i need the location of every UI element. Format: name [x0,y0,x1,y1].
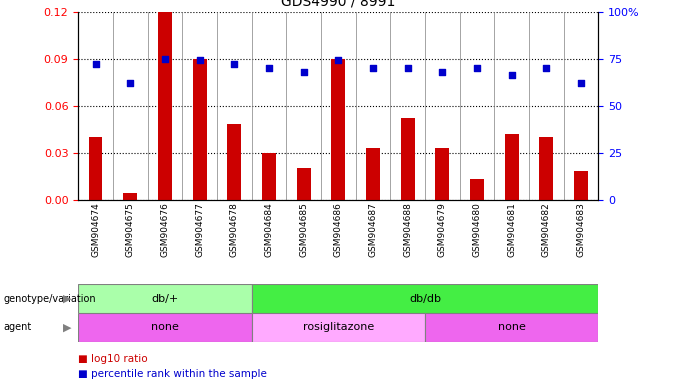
Text: ■ log10 ratio: ■ log10 ratio [78,354,148,364]
Text: ▶: ▶ [63,322,71,333]
Text: none: none [151,322,179,333]
Text: ■ percentile rank within the sample: ■ percentile rank within the sample [78,369,267,379]
Bar [252,313,425,342]
Bar [296,168,311,200]
Bar [574,172,588,200]
Bar [88,137,103,200]
Text: agent: agent [3,322,32,333]
Point [333,57,343,63]
Bar [401,118,415,200]
Point [159,55,170,61]
Point [471,65,482,71]
Point [228,61,239,67]
Bar [331,59,345,200]
Point [506,73,517,79]
Point [263,65,274,71]
Point [124,80,135,86]
Bar [252,284,598,313]
Text: ▶: ▶ [63,293,71,304]
Bar [227,124,241,200]
Bar [470,179,484,200]
Text: genotype/variation: genotype/variation [3,293,96,304]
Text: none: none [498,322,526,333]
Point [437,69,447,75]
Bar [262,152,276,200]
Text: db/+: db/+ [151,293,179,304]
Point [541,65,551,71]
Bar [78,313,252,342]
Bar [192,59,207,200]
Point [90,61,101,67]
Point [194,57,205,63]
Text: rosiglitazone: rosiglitazone [303,322,374,333]
Point [298,69,309,75]
Bar [158,12,172,200]
Title: GDS4990 / 8991: GDS4990 / 8991 [281,0,396,9]
Bar [505,134,519,200]
Point [367,65,378,71]
Bar [425,313,598,342]
Bar [366,148,380,200]
Bar [435,148,449,200]
Point [402,65,413,71]
Point [575,80,586,86]
Bar [123,194,137,200]
Bar [78,284,252,313]
Bar [539,137,554,200]
Text: db/db: db/db [409,293,441,304]
